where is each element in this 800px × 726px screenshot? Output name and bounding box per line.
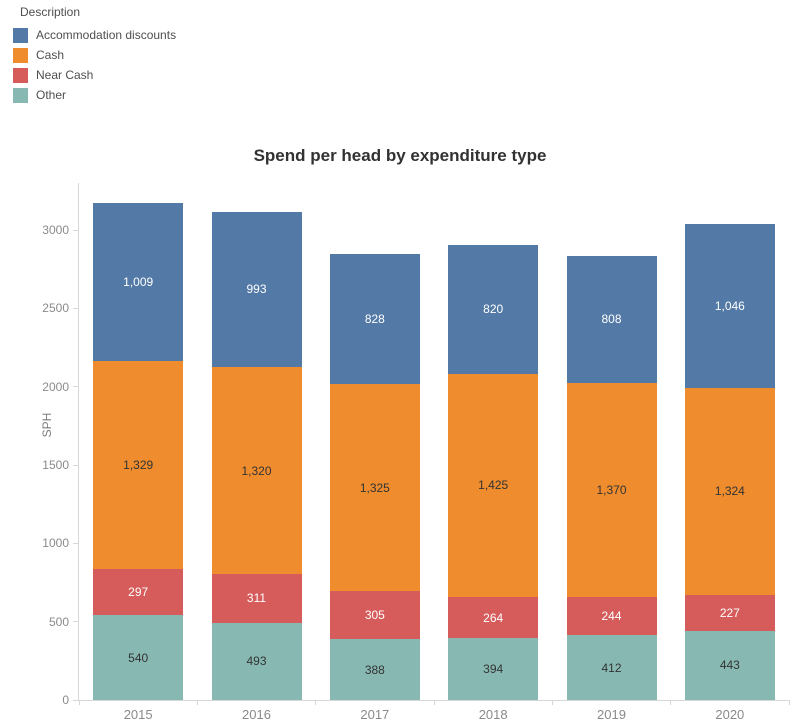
bar-segment-near-cash-2020[interactable]: 227	[684, 595, 775, 631]
bar-value-label: 227	[719, 605, 740, 620]
bar-value-label: 1,425	[478, 478, 509, 493]
bar-segment-accommodation-discounts-2017[interactable]: 828	[329, 254, 420, 384]
bar-value-label: 244	[601, 609, 622, 624]
bar-value-label: 388	[364, 662, 385, 677]
y-axis-tick-label: 2500	[42, 301, 69, 316]
bar-segment-other-2020[interactable]: 443	[684, 630, 775, 700]
y-axis-tick-label: 0	[62, 693, 69, 707]
bar-segment-other-2015[interactable]: 540	[93, 615, 184, 700]
x-axis-tickmark	[433, 700, 435, 705]
bar-value-label: 311	[246, 591, 267, 606]
x-axis-category-label: 2019	[597, 707, 626, 722]
x-axis-tickmark	[196, 700, 198, 705]
legend-item-label: Cash	[36, 48, 65, 62]
bar-value-label: 993	[246, 282, 267, 297]
bar-segment-accommodation-discounts-2020[interactable]: 1,046	[684, 223, 775, 388]
bar-segment-cash-2015[interactable]: 1,329	[93, 360, 184, 569]
bar-value-label: 1,009	[123, 274, 154, 289]
bar-value-label: 305	[364, 608, 385, 623]
bar-value-label: 1,320	[241, 463, 272, 478]
y-axis-tick-label: 1500	[42, 458, 69, 472]
bar-value-label: 1,046	[714, 298, 745, 313]
x-axis-tickmark	[670, 700, 672, 705]
bar-segment-near-cash-2017[interactable]: 305	[329, 591, 420, 640]
bar-segment-cash-2020[interactable]: 1,324	[684, 387, 775, 596]
x-axis-category-label: 2018	[478, 707, 508, 722]
bar-segment-other-2016[interactable]: 493	[211, 622, 302, 700]
legend-item-label: Accommodation discounts	[36, 28, 177, 42]
y-axis-tickmark	[73, 464, 78, 466]
bar-value-label: 264	[483, 610, 504, 625]
chart-title: Spend per head by expenditure type	[253, 146, 547, 165]
bar-segment-near-cash-2019[interactable]: 244	[566, 597, 657, 636]
bar-segment-near-cash-2016[interactable]: 311	[211, 574, 302, 623]
bar-segment-near-cash-2018[interactable]: 264	[448, 596, 539, 639]
legend-item-near-cash[interactable]: Near Cash	[13, 65, 176, 85]
y-axis-tickmark	[73, 542, 78, 544]
legend-item-label: Near Cash	[36, 68, 94, 82]
x-axis-category-label: 2016	[242, 707, 271, 722]
bar-segment-accommodation-discounts-2018[interactable]: 820	[448, 245, 539, 374]
y-axis-tick-label: 2000	[42, 379, 69, 394]
bar-value-label: 820	[483, 302, 504, 317]
bar-segment-accommodation-discounts-2019[interactable]: 808	[566, 256, 657, 383]
legend-item-other[interactable]: Other	[13, 85, 176, 105]
x-axis-category-label: 2015	[123, 707, 153, 722]
y-axis-tickmark	[73, 621, 78, 623]
plot-area: 0 500 1000 1500 2000 2500 3000 2015 540 297 1,329 1…	[42, 183, 790, 722]
legend-item-cash[interactable]: Cash	[13, 45, 176, 65]
legend-title: Description	[20, 5, 81, 19]
bar-value-label: 540	[128, 650, 149, 665]
bar-value-label: 493	[246, 654, 267, 669]
bar-segment-cash-2019[interactable]: 1,370	[566, 382, 657, 598]
y-axis-tick-label: 1000	[42, 536, 69, 551]
y-axis-tick-label: 3000	[42, 223, 69, 237]
bar-segment-other-2017[interactable]: 388	[329, 639, 420, 700]
bar-value-label: 1,370	[596, 482, 627, 497]
bar-segment-near-cash-2015[interactable]: 297	[93, 568, 184, 616]
y-axis-tickmark	[73, 307, 78, 309]
bar-value-label: 394	[483, 662, 504, 677]
x-axis-category-label: 2020	[715, 707, 745, 722]
bar-value-label: 808	[601, 312, 622, 327]
y-axis-tickmark	[73, 699, 78, 701]
legend: Description Accommodation discounts Cash…	[13, 5, 176, 105]
bar-value-label: 1,324	[714, 484, 745, 499]
bar-segment-accommodation-discounts-2016[interactable]: 993	[211, 211, 302, 368]
x-axis-tickmark	[78, 700, 80, 705]
bar-value-label: 412	[601, 660, 622, 675]
y-axis-title: SPH	[40, 412, 54, 438]
legend-swatch	[13, 27, 28, 43]
y-axis-tickmark	[73, 386, 78, 388]
legend-swatch	[13, 47, 28, 63]
legend-swatch	[13, 87, 28, 103]
bar-value-label: 443	[719, 658, 740, 673]
bar-value-label: 828	[364, 311, 385, 326]
legend-item-label: Other	[36, 88, 67, 102]
bar-segment-accommodation-discounts-2015[interactable]: 1,009	[93, 202, 184, 361]
x-axis-category-label: 2017	[360, 707, 390, 722]
y-axis-tickmark	[73, 229, 78, 231]
bar-segment-cash-2016[interactable]: 1,320	[211, 367, 302, 575]
bar-value-label: 1,325	[359, 480, 390, 495]
x-axis-tickmark	[315, 700, 317, 705]
bar-segment-cash-2017[interactable]: 1,325	[329, 383, 420, 592]
bar-segment-other-2019[interactable]: 412	[566, 635, 657, 700]
bar-value-label: 297	[128, 585, 149, 600]
bar-segment-other-2018[interactable]: 394	[448, 638, 539, 700]
bar-segment-cash-2018[interactable]: 1,425	[448, 373, 539, 597]
x-axis-tickmark	[788, 700, 790, 705]
legend-swatch	[13, 67, 28, 83]
legend-item-accommodation-discounts[interactable]: Accommodation discounts	[13, 25, 176, 45]
bar-value-label: 1,329	[123, 457, 154, 472]
y-axis-tick-label: 500	[48, 614, 69, 629]
x-axis-tickmark	[551, 700, 553, 705]
